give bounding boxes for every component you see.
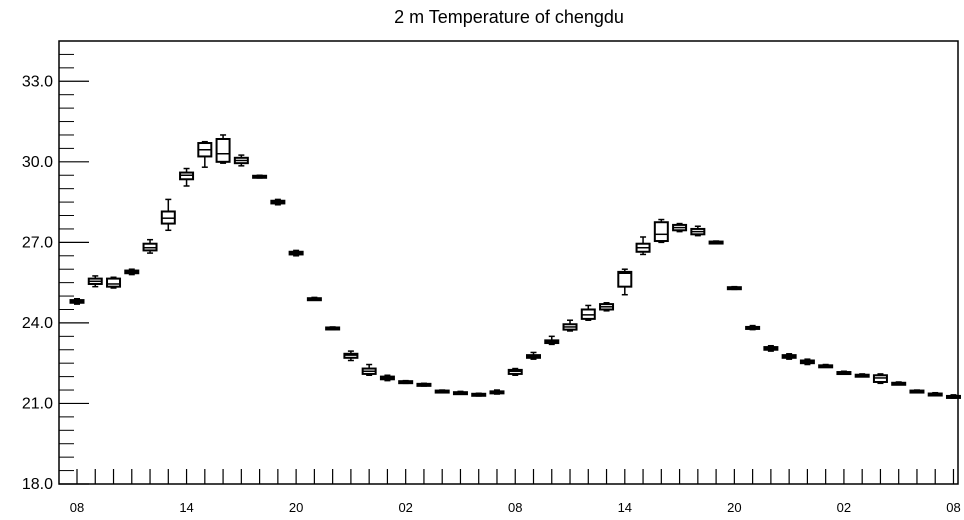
- box-plot-item: [398, 379, 414, 385]
- plot-frame: [58, 40, 959, 485]
- box-plot-item: [818, 363, 834, 369]
- x-tick-label: 14: [179, 500, 193, 515]
- box-plot-item: [507, 367, 523, 377]
- chart-title: 2 m Temperature of chengdu: [394, 7, 624, 27]
- box-plot-item: [617, 268, 633, 296]
- box-plot-item: [872, 373, 888, 385]
- box-series: [69, 134, 961, 399]
- box-plot-item: [708, 240, 724, 245]
- box-plot-item: [544, 335, 560, 346]
- box-plot-item: [471, 392, 487, 397]
- box-plot-item: [653, 218, 669, 244]
- box-plot-item: [325, 326, 341, 331]
- box-body: [215, 137, 231, 163]
- y-tick-label: 18.0: [22, 476, 53, 493]
- box-plot-item: [599, 302, 615, 312]
- box-plot-item: [781, 353, 797, 360]
- box-plot-item: [106, 276, 122, 289]
- box-body: [106, 277, 122, 288]
- box-plot-item: [580, 304, 596, 321]
- box-plot-item: [891, 381, 907, 386]
- box-plot-item: [69, 297, 85, 305]
- box-plot-item: [434, 389, 450, 394]
- box-plot-item: [197, 140, 213, 168]
- box-plot-item: [142, 238, 158, 254]
- x-tick-label: 14: [618, 500, 632, 515]
- y-tick-label: 21.0: [22, 395, 53, 412]
- box-plot-item: [343, 350, 359, 362]
- box-plot-item: [270, 198, 286, 206]
- box-plot-item: [489, 389, 505, 395]
- box-plot-item: [361, 363, 377, 377]
- x-tick-label: 08: [70, 500, 84, 515]
- box-body: [653, 221, 669, 243]
- box-plot-item: [726, 285, 742, 291]
- box-plot-item: [160, 198, 176, 232]
- box-plot-item: [927, 391, 943, 397]
- y-tick-label: 27.0: [22, 234, 53, 251]
- box-plot-item: [763, 344, 779, 352]
- box-plot-item: [416, 382, 432, 387]
- x-tick-label: 08: [508, 500, 522, 515]
- box-plot-item: [215, 134, 231, 164]
- box-plot-item: [179, 167, 195, 187]
- x-axis: 08 14 20 02 08 14 20 02 08: [70, 469, 961, 515]
- box-plot-item: [690, 225, 706, 237]
- box-plot-item: [836, 370, 852, 376]
- y-axis: 18.0 21.0 24.0 27.0 30.0 33.0: [22, 40, 89, 493]
- box-plot-item: [562, 319, 578, 332]
- box-plot-item: [945, 394, 961, 399]
- box-plot-item: [672, 222, 688, 233]
- x-tick-label: 08: [946, 500, 960, 515]
- x-tick-label: 20: [727, 500, 741, 515]
- box-plot-item: [379, 374, 395, 382]
- box-plot-item: [288, 249, 304, 257]
- box-plot-item: [124, 268, 140, 276]
- box-plot-item: [526, 351, 541, 360]
- box-plot-item: [252, 174, 268, 179]
- x-tick-label: 20: [289, 500, 303, 515]
- box-plot-item: [854, 373, 870, 378]
- y-tick-label: 24.0: [22, 315, 53, 332]
- box-plot-item: [233, 154, 249, 167]
- y-tick-label: 30.0: [22, 154, 53, 171]
- box-plot-item: [909, 389, 925, 394]
- box-plot-item: [635, 236, 651, 256]
- box-plot-item: [452, 390, 468, 396]
- box-plot-item: [799, 358, 815, 366]
- x-tick-label: 02: [837, 500, 851, 515]
- box-plot-item: [306, 296, 322, 302]
- x-tick-label: 02: [398, 500, 412, 515]
- box-body: [617, 270, 633, 288]
- box-plot-item: [745, 324, 761, 331]
- y-tick-label: 33.0: [22, 73, 53, 90]
- box-plot-item: [87, 275, 103, 288]
